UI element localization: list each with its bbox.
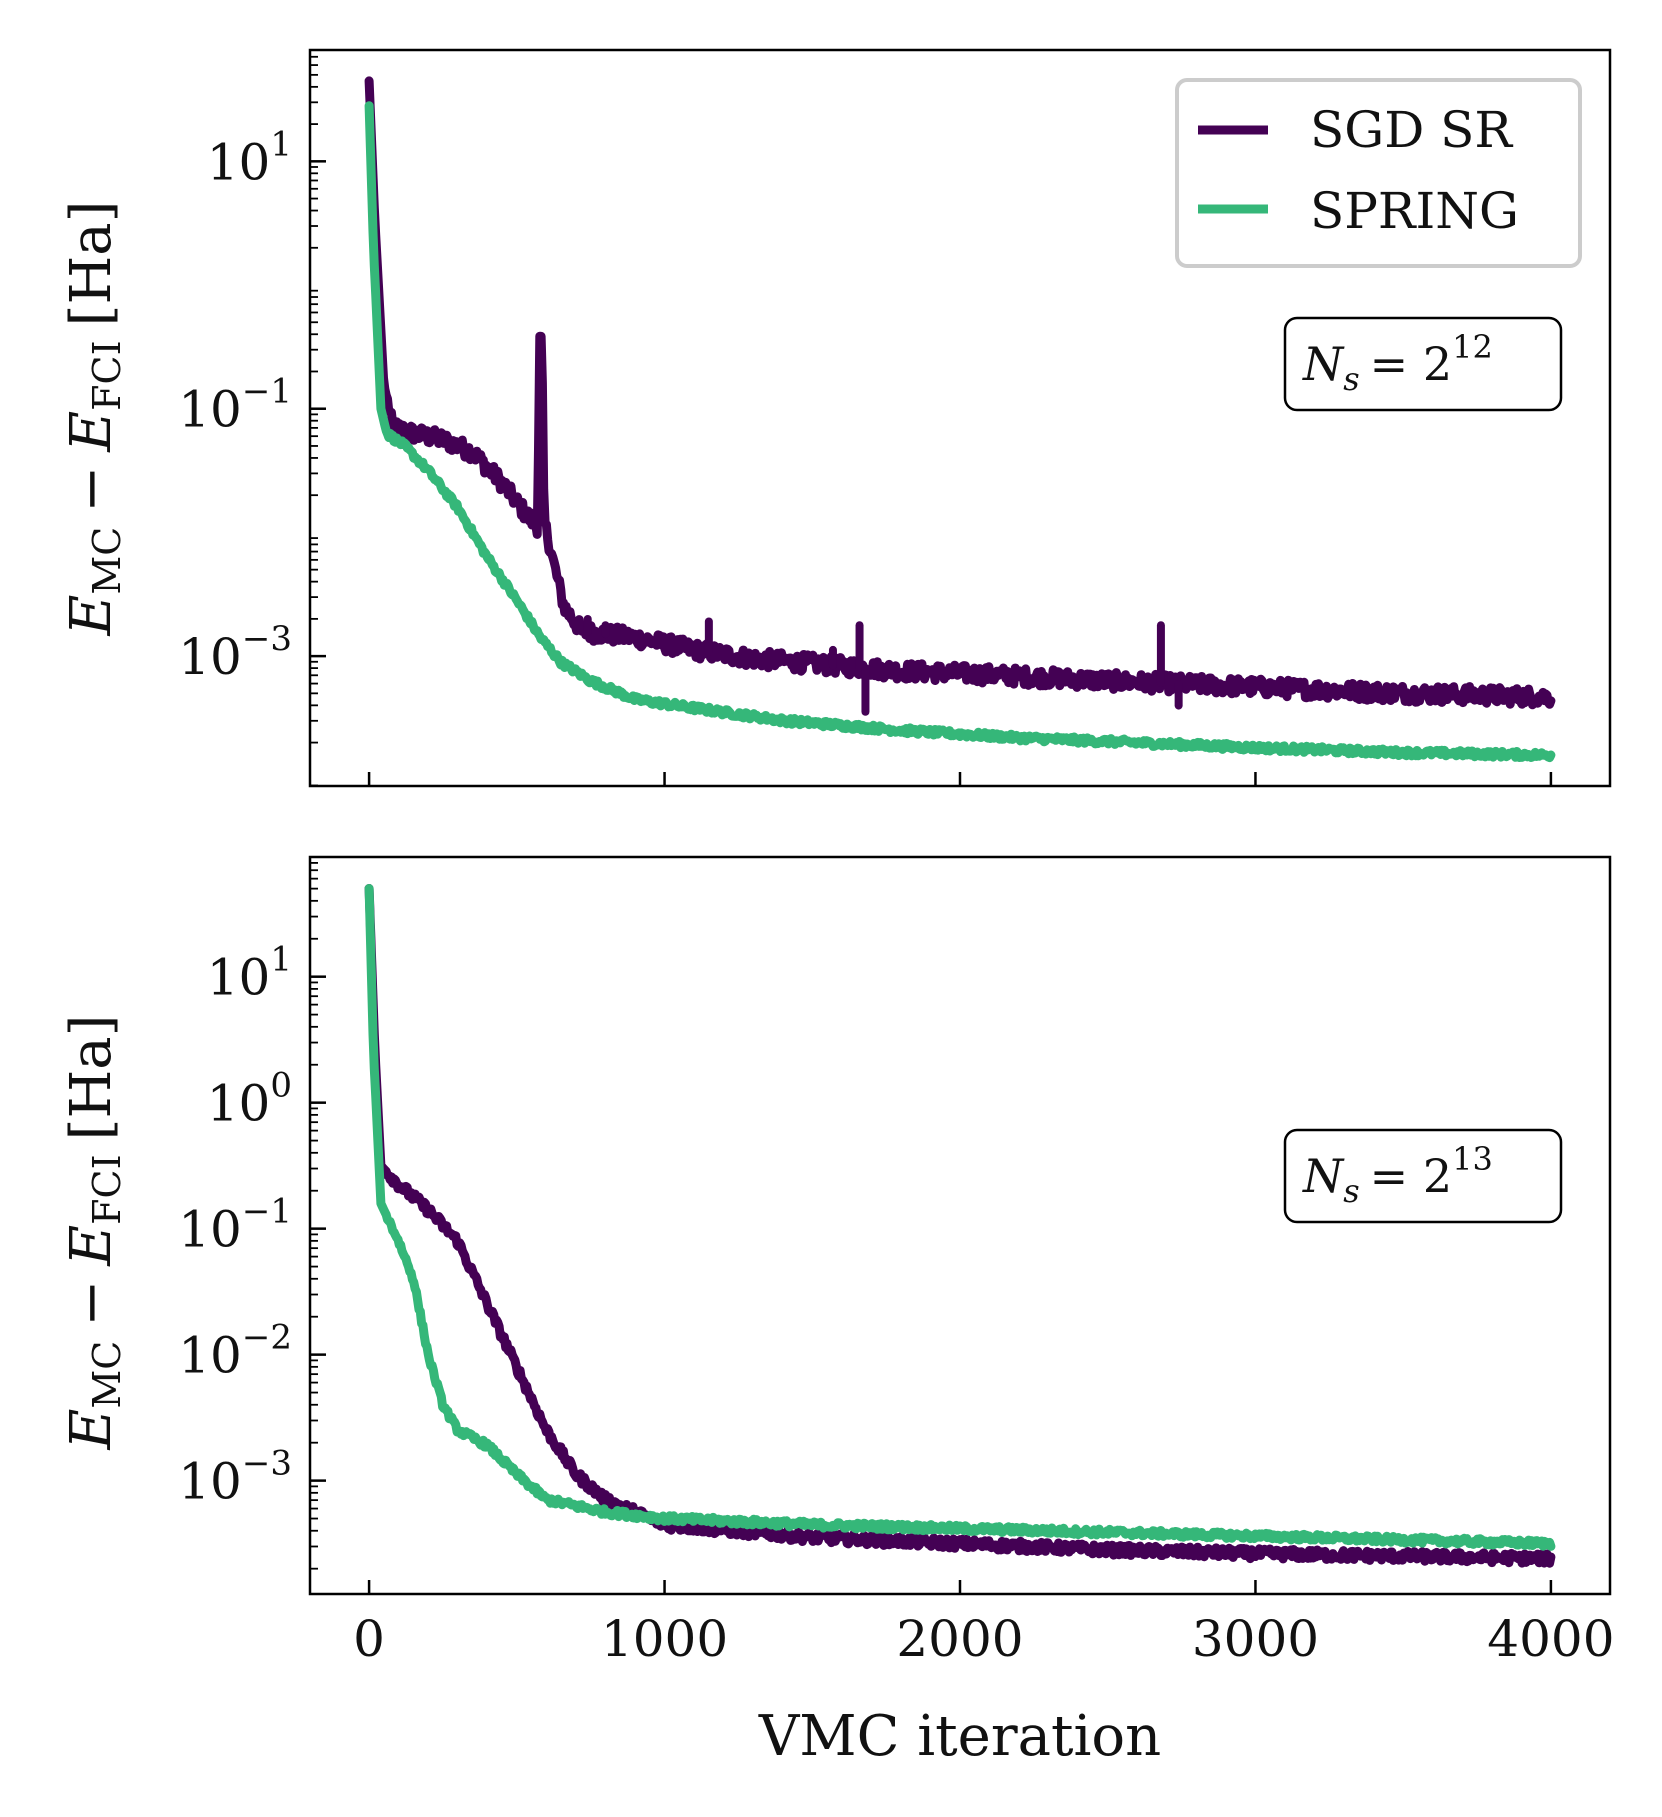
bottom-ticks-group: 0 1000 2000 3000 4000 101 100 10−1 10−2 10−3 <box>178 862 1615 1668</box>
legend-box <box>1175 78 1582 268</box>
top-series-spring <box>364 101 1556 763</box>
bottom-x-tick-label: 3000 <box>1192 1610 1319 1668</box>
legend-label-sgd-sr: SGD SR <box>1310 101 1513 159</box>
top-ticks-group: 101 10−1 10−3 <box>178 55 1553 787</box>
top-series-group <box>364 76 1556 763</box>
bottom-y-tick-label: 101 <box>207 940 292 1007</box>
top-panel: 101 10−1 10−3 EMC−EFCI[Ha] SGD SR SPRING N… <box>59 48 1612 788</box>
top-annotation-box <box>1283 316 1563 412</box>
bottom-x-tick-label: 1000 <box>601 1610 728 1668</box>
bottom-y-axis-label: EMC−EFCI[Ha] <box>59 1014 129 1450</box>
bottom-y-tick-label: 10−2 <box>178 1318 292 1385</box>
bottom-x-axis-label: VMC iteration <box>758 1704 1161 1769</box>
top-y-tick-label: 10−3 <box>178 619 292 686</box>
bottom-y-tick-label: 10−3 <box>178 1444 292 1511</box>
bottom-x-tick-label: 0 <box>353 1610 385 1668</box>
bottom-y-tick-label: 100 <box>207 1066 292 1133</box>
bottom-panel: 0 1000 2000 3000 4000 101 100 10−1 10−2 10−3 EMC−… <box>59 855 1615 1769</box>
bottom-plot-frame <box>308 855 1612 1596</box>
bottom-x-tick-label: 2000 <box>896 1610 1023 1668</box>
top-y-axis-label: EMC−EFCI[Ha] <box>59 200 129 636</box>
top-y-tick-label: 101 <box>207 124 292 191</box>
legend: SGD SR SPRING <box>1175 78 1582 268</box>
bottom-annotation-box <box>1283 1128 1563 1224</box>
top-annotation: Ns = 212 <box>1283 316 1563 412</box>
bottom-series-sgd-sr <box>364 884 1556 1568</box>
bottom-x-tick-label: 4000 <box>1487 1610 1614 1668</box>
bottom-annotation-text: Ns = 213 <box>1302 1140 1493 1210</box>
top-y-tick-label: 10−1 <box>178 372 292 439</box>
bottom-y-tick-label: 10−1 <box>178 1192 292 1259</box>
top-series-sgd-sr <box>364 76 1556 710</box>
bottom-series-spring <box>364 884 1556 1551</box>
bottom-series-group <box>364 884 1556 1568</box>
top-annotation-text: Ns = 212 <box>1302 328 1493 398</box>
legend-label-spring: SPRING <box>1310 182 1519 240</box>
bottom-annotation: Ns = 213 <box>1283 1128 1563 1224</box>
